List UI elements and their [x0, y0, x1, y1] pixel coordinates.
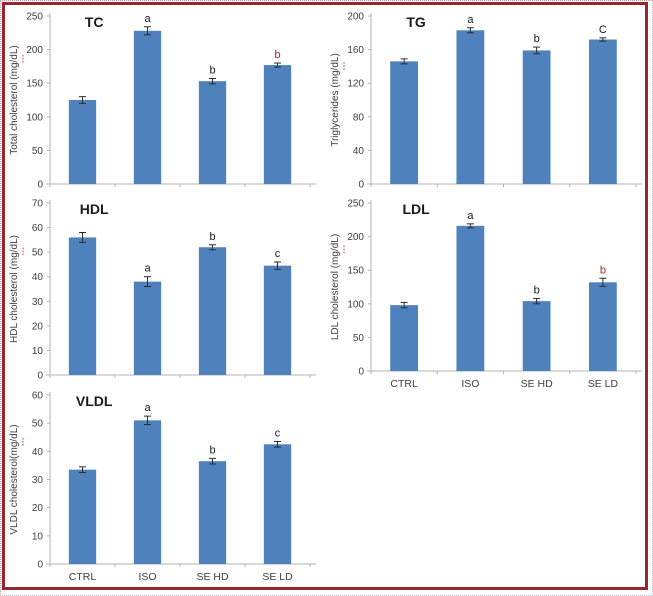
y-tick-label: 0 — [358, 367, 364, 378]
bar — [588, 39, 617, 184]
bar — [263, 65, 292, 184]
bar — [263, 265, 292, 375]
bar — [522, 301, 551, 371]
bar — [522, 50, 551, 184]
y-tick-label: 50 — [32, 248, 44, 259]
y-tick-label: 50 — [32, 146, 44, 157]
y-tick-label: 200 — [347, 232, 364, 243]
significance-letter: a — [144, 263, 151, 275]
y-tick-label: 100 — [347, 299, 364, 310]
y-axis-title: Total cholesterol (mg/dL) — [9, 45, 20, 155]
chart-title: TG — [406, 14, 426, 30]
bar — [456, 225, 485, 371]
bar — [68, 469, 97, 564]
y-tick-label: 50 — [32, 419, 44, 430]
significance-letter: b — [274, 49, 280, 61]
bar — [198, 461, 227, 564]
chart-triglycerides: 0 40 80 120 160 200 a b C TG Triglycerides (mg/dL) — [327, 4, 648, 192]
significance-letter: b — [600, 264, 606, 276]
y-tick-label: 10 — [32, 531, 44, 542]
x-tick-label: CTRL — [390, 378, 418, 390]
chart-svg: 0 40 80 120 160 200 a b C TG Triglycerides (mg/dL) — [330, 12, 642, 191]
x-tick-label: CTRL — [69, 571, 97, 583]
chart-hdl-cholesterol: 0 10 20 30 40 50 60 70 a b c HDL HDL cholesterol (mg… — [6, 191, 322, 383]
x-tick-label: SE LD — [588, 378, 619, 390]
x-tick-label: ISO — [138, 571, 156, 583]
bar — [456, 30, 485, 185]
y-tick-label: 150 — [26, 79, 43, 90]
significance-letter: b — [209, 444, 215, 456]
y-axis-title: Triglycerides (mg/dL) — [330, 53, 341, 147]
bar — [390, 61, 419, 184]
significance-letter: b — [534, 33, 540, 45]
y-tick-label: 40 — [32, 272, 44, 283]
bar — [68, 237, 97, 375]
chart-ldl-cholesterol: 0 50 100 150 200 250 CTRL a ISO b SE HD b SE LD LDL LD… — [327, 191, 648, 397]
y-tick-label: 100 — [26, 112, 43, 123]
y-tick-label: 200 — [26, 45, 43, 56]
y-axis-title: HDL cholesterol (mg/dL) — [9, 235, 20, 343]
y-tick-label: 0 — [37, 180, 43, 191]
y-tick-label: 30 — [32, 297, 44, 308]
y-tick-label: 70 — [32, 199, 44, 210]
y-tick-label: 50 — [353, 333, 365, 344]
significance-letter: b — [534, 284, 540, 296]
y-tick-label: 20 — [32, 503, 44, 514]
y-axis-title: VLDL cholesterol(mg/dL) — [9, 424, 20, 534]
chart-vldl-cholesterol: 0 10 20 30 40 50 60 CTRL a ISO b SE HD c SE LD VLDL VLD… — [6, 383, 322, 590]
bar — [68, 100, 97, 184]
y-tick-label: 30 — [32, 475, 44, 486]
y-tick-label: 80 — [353, 112, 365, 123]
y-tick-label: 10 — [32, 346, 44, 357]
bar — [588, 282, 617, 371]
y-tick-label: 150 — [347, 266, 364, 277]
bar — [133, 281, 162, 375]
chart-title: LDL — [402, 201, 430, 217]
y-tick-label: 160 — [347, 45, 364, 56]
chart-title: VLDL — [76, 393, 113, 409]
significance-letter: b — [209, 231, 215, 243]
chart-title: TC — [85, 14, 104, 30]
bar — [390, 305, 419, 371]
significance-letter: a — [144, 13, 151, 25]
significance-letter: a — [467, 210, 474, 222]
y-tick-label: 60 — [32, 223, 44, 234]
y-tick-label: 40 — [353, 146, 365, 157]
y-tick-label: 20 — [32, 321, 44, 332]
x-tick-label: ISO — [461, 378, 479, 390]
chart-svg: 0 50 100 150 200 250 a b b TC Total cholesterol (m… — [9, 12, 316, 191]
significance-letter: c — [275, 248, 281, 260]
y-tick-label: 200 — [347, 12, 364, 23]
bar — [198, 81, 227, 184]
y-axis-title: LDL cholesterol (mg/dL) — [330, 234, 341, 340]
chart-svg: 0 50 100 150 200 250 CTRL a ISO b SE HD b SE LD LDL LD… — [330, 199, 642, 390]
significance-letter: a — [144, 402, 151, 414]
bar — [263, 444, 292, 564]
x-tick-label: SE HD — [521, 378, 554, 390]
y-tick-label: 120 — [347, 79, 364, 90]
significance-letter: b — [209, 64, 215, 76]
chart-total-cholesterol: 0 50 100 150 200 250 a b b TC Total cholesterol (m… — [6, 4, 322, 192]
y-tick-label: 0 — [358, 180, 364, 191]
x-tick-label: SE HD — [196, 571, 229, 583]
y-tick-label: 60 — [32, 391, 44, 402]
chart-title: HDL — [80, 201, 109, 217]
chart-svg: 0 10 20 30 40 50 60 CTRL a ISO b SE HD c SE LD VLDL VLD… — [9, 391, 316, 583]
y-tick-label: 250 — [26, 12, 43, 23]
y-tick-label: 250 — [347, 199, 364, 210]
bar — [133, 420, 162, 564]
bar — [198, 247, 227, 375]
significance-letter: C — [599, 24, 607, 36]
y-tick-label: 0 — [37, 371, 43, 382]
chart-svg: 0 10 20 30 40 50 60 70 a b c HDL HDL cholesterol (mg… — [9, 199, 316, 382]
y-tick-label: 40 — [32, 447, 44, 458]
bar — [133, 30, 162, 185]
y-tick-label: 0 — [37, 560, 43, 571]
significance-letter: c — [275, 427, 281, 439]
x-tick-label: SE LD — [262, 571, 293, 583]
significance-letter: a — [467, 14, 474, 26]
